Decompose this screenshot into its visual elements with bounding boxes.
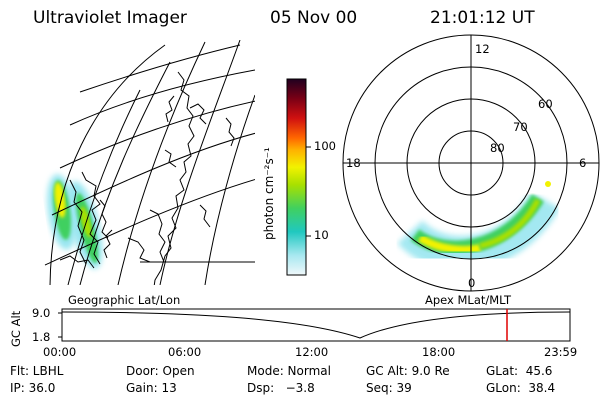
timeline-x-label-0600: 06:00 [168,345,202,359]
info-filter: Flt: LBHL [10,364,64,378]
info-ip: IP: 36.0 [10,381,56,395]
observation-date: 05 Nov 00 [270,8,358,28]
polar-lat-70: 70 [513,120,528,134]
polar-lat-60: 60 [538,97,553,111]
info-mode: Mode: Normal [247,364,331,378]
info-seq: Seq: 39 [366,381,412,395]
timeline-x-label-1800: 18:00 [422,345,456,359]
polar-grid [342,34,600,292]
info-dsp: Dsp: −3.8 [247,381,315,395]
altitude-curve [61,311,571,339]
polar-lat-80: 80 [490,141,505,155]
geographic-map [44,40,255,285]
timeline-y-label-9: 9.0 [32,306,51,320]
map-coastline [59,71,235,285]
info-door: Door: Open [126,364,195,378]
info-gc-alt: GC Alt: 9.0 Re [366,364,450,378]
info-glat: GLat: 45.6 [486,364,553,378]
colorbar [286,78,311,276]
polar-label-12: 12 [475,42,490,56]
timeline-x-label-2359: 23:59 [544,345,578,359]
timeline-y-label-1-8: 1.8 [32,330,51,344]
info-gain: Gain: 13 [126,381,177,395]
polar-label-0: 0 [468,276,476,290]
right-panel-caption: Apex MLat/MLT [425,293,512,307]
polar-plot [342,34,600,292]
polar-label-18: 18 [346,156,361,170]
left-panel-caption: Geographic Lat/Lon [68,293,181,307]
polar-label-6: 6 [579,156,587,170]
colorbar-label-100: 100 [314,139,336,153]
observation-time: 21:01:12 UT [430,8,535,28]
colorbar-label-10: 10 [314,228,329,242]
timeline-x-label-0000: 00:00 [43,345,77,359]
timeline-axis-label: GC Alt [9,310,23,347]
map-limb-arc [49,44,166,285]
timeline-x-label-1200: 12:00 [295,345,329,359]
polar-aurora [397,181,560,270]
map-meridians [67,40,255,285]
colorbar-unit: photon cm⁻²s⁻¹ [262,147,276,240]
instrument-title: Ultraviolet Imager [33,8,187,28]
info-glon: GLon: 38.4 [486,381,556,395]
colorbar-gradient [286,78,307,276]
gc-altitude-timeline [58,308,571,342]
